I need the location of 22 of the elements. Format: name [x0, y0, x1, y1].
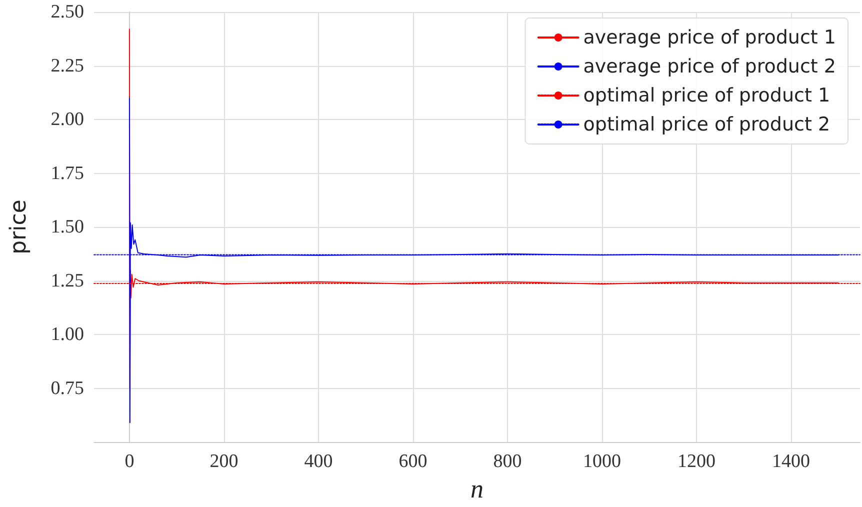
x-tick-label: 1200 — [678, 451, 716, 472]
y-tick-label: 1.75 — [50, 162, 84, 184]
x-tick-label: 1400 — [772, 451, 810, 472]
x-tick-label: 1000 — [582, 451, 621, 472]
y-tick-label: 2.50 — [50, 2, 84, 22]
y-axis-title: price — [6, 200, 32, 254]
y-tick-label: 1.25 — [50, 270, 84, 292]
x-axis-title: n — [470, 474, 484, 504]
y-tick-label: 0.75 — [50, 378, 84, 399]
x-tick-label: 600 — [398, 451, 428, 472]
y-tick-label: 2.25 — [50, 55, 84, 76]
y-tick-label: 1.00 — [50, 324, 84, 345]
x-tick-label: 0 — [124, 451, 134, 472]
y-tick-label: 2.00 — [50, 109, 84, 130]
legend-label: average price of product 2 — [583, 56, 836, 78]
x-tick-label: 200 — [210, 451, 238, 472]
x-tick-label: 800 — [493, 451, 522, 472]
legend-label: average price of product 1 — [583, 26, 836, 48]
legend-label: optimal price of product 2 — [583, 114, 830, 136]
y-tick-label: 1.50 — [50, 216, 84, 238]
x-tick-label: 400 — [304, 451, 333, 472]
legend-label: optimal price of product 1 — [583, 84, 830, 106]
